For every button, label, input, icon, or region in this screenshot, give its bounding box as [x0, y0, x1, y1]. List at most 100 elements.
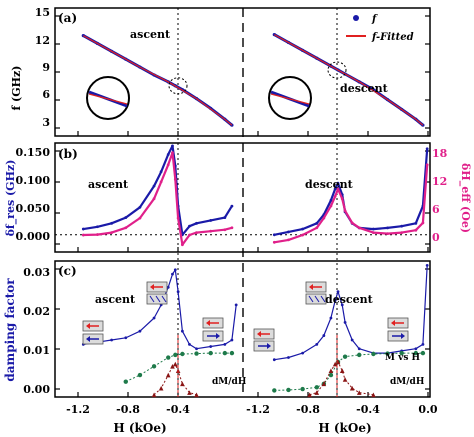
delta-h-eff-point [159, 180, 163, 184]
arrow-icon-blue-right-head [267, 343, 271, 349]
delta-h-eff-point [343, 209, 347, 213]
dm-dh-point [335, 359, 341, 365]
panel-a-yticks: 15 12 9 6 3 [35, 6, 51, 129]
m-vs-h-point [342, 354, 348, 359]
panel-b-ytick-right: 6 [432, 203, 440, 216]
m-vs-h-point [208, 350, 213, 356]
delta-h-eff-point [287, 238, 290, 242]
delta-h-eff-point [180, 243, 184, 247]
damping-factor-point [336, 290, 340, 294]
panel-b-ytick-left: 0.100 [16, 174, 51, 187]
dm-dh-point [180, 381, 185, 387]
damping-factor-point [152, 316, 156, 320]
dm-dh-line [309, 361, 374, 396]
m-vs-h-point [300, 386, 305, 392]
xtick: -0.8 [296, 403, 320, 416]
panel-c-label: (c) [58, 264, 77, 278]
panel-a-ascent-label: ascent [130, 28, 171, 41]
m-vs-h-point [286, 387, 291, 393]
delta-f-res-point [414, 221, 418, 225]
delta-f-res-point [124, 216, 128, 219]
m-vs-h-point [314, 385, 319, 390]
damping-factor-point [343, 321, 347, 324]
arrow-icon-red-left-head [309, 284, 313, 290]
m-vs-h-point [166, 355, 171, 360]
dm-dh-point [314, 390, 320, 395]
delta-f-res-point [171, 144, 174, 148]
delta-h-eff-point [173, 177, 177, 181]
xtick: 0.0 [418, 403, 437, 416]
damping-factor-point [357, 347, 361, 351]
delta-h-eff-point [421, 221, 425, 225]
m-vs-h-point [399, 350, 404, 356]
damping-factor-point [315, 342, 319, 346]
f-fitted-line [274, 34, 424, 126]
arrow-icon-red-left-head [206, 320, 210, 326]
m-vs-h-point [328, 372, 334, 378]
damping-factor-point [421, 342, 425, 346]
xtick: -0.4 [166, 403, 190, 416]
panel-b-ascent-label: ascent [88, 178, 129, 191]
panel-c-yticks: 0.03 0.02 0.01 0.00 [23, 266, 50, 396]
delta-f-res-point [400, 224, 404, 228]
panel-c-ylabel: damping factor [3, 278, 17, 382]
panel-a-legend: f f-Fitted [346, 14, 414, 43]
panel-a-descent-label: descent [340, 82, 389, 95]
delta-h-eff-point [272, 240, 276, 244]
damping-factor-point [223, 342, 227, 346]
delta-f-res-point [336, 181, 340, 185]
panel-b-ytick-right: 18 [432, 147, 448, 160]
damping-factor-point [287, 356, 290, 359]
dm-dh-point [165, 372, 171, 378]
panel-a-ytick: 12 [35, 34, 50, 47]
panel-a-ytick: 6 [42, 88, 50, 101]
xtick: -0.4 [356, 403, 380, 416]
dm-dh-point [371, 392, 376, 398]
damping-factor-line [83, 269, 237, 350]
damping-factor-point [425, 263, 429, 267]
delta-f-res-point [223, 216, 227, 219]
damping-factor-point [138, 329, 142, 333]
arrow-icon-mixed-box [305, 293, 327, 305]
m-vs-h-point [371, 351, 376, 357]
arrow-icon-red-left-head [86, 323, 90, 329]
delta-h-eff-point [414, 228, 418, 232]
dm-dh-point [339, 368, 345, 373]
delta-h-eff-point [152, 197, 156, 201]
delta-f-res-point [81, 227, 85, 231]
arrow-icon-blue-right-head [216, 333, 220, 339]
damping-factor-point [110, 338, 114, 342]
m-vs-h-point [413, 350, 419, 356]
m-vs-h-point [123, 379, 128, 384]
damping-factor-point [173, 268, 177, 272]
arrow-icon-red-left-head [391, 320, 395, 326]
delta-h-eff-line [274, 164, 429, 244]
delta-h-eff-point [110, 231, 114, 235]
m-vs-h-point [180, 351, 185, 357]
delta-f-res-point [166, 153, 170, 156]
delta-f-res-point [110, 221, 114, 225]
delta-h-eff-point [329, 204, 333, 208]
dm-dh-point [173, 361, 178, 367]
m-vs-h-point [194, 351, 199, 356]
zoom-inset-fitted-line [88, 93, 128, 105]
dm-dh-point [158, 385, 164, 391]
delta-f-res-point [371, 227, 375, 231]
arrow-icon-mixed-box [146, 293, 168, 305]
m-vs-h-point [151, 364, 157, 369]
arrow-icon-mixed-stripe [314, 295, 320, 303]
panel-c-ytick: 0.00 [23, 383, 50, 396]
delta-h-eff-point [124, 226, 128, 230]
panel-c-ytick: 0.02 [23, 305, 50, 318]
arrow-icon-mixed-stripe [149, 295, 155, 303]
xtick: -1.2 [246, 403, 270, 416]
delta-h-eff-point [336, 187, 340, 191]
delta-h-eff-point [188, 233, 191, 237]
m-vs-h-point [420, 350, 426, 356]
zoom-inset-fitted-line [270, 93, 310, 105]
delta-h-eff-point [138, 216, 142, 220]
ascent-zoom-marker [168, 77, 188, 95]
delta-f-res-point [386, 226, 389, 230]
damping-factor-point [230, 338, 234, 342]
